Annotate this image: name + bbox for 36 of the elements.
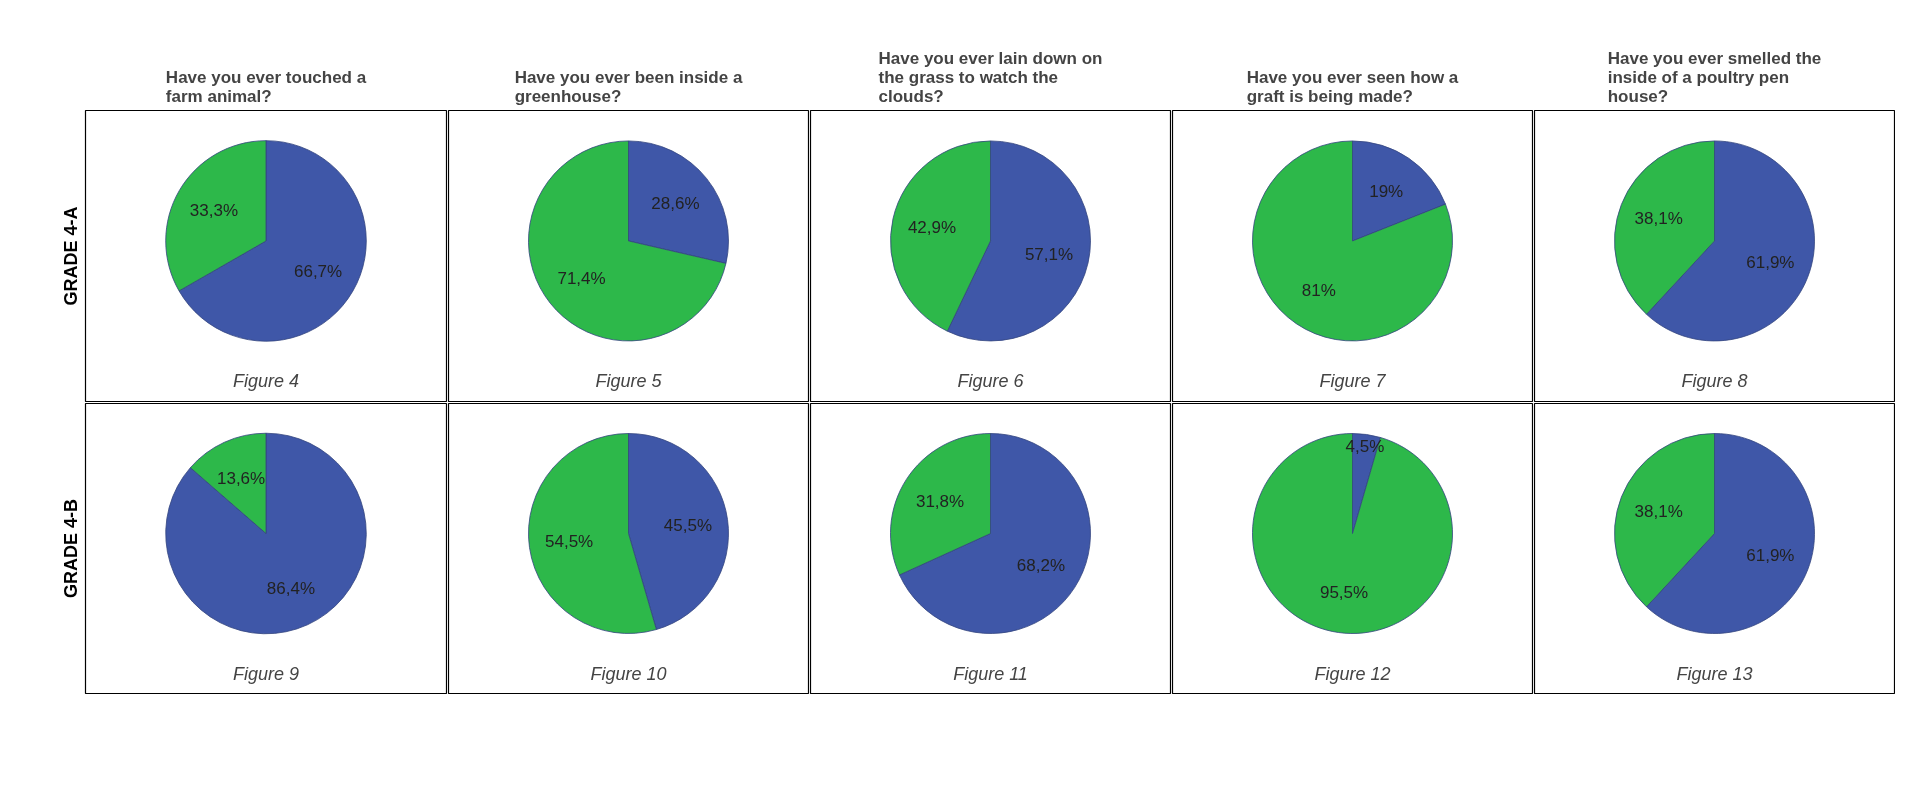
chart-title: Have you ever seen how a graft is being made? — [1246, 67, 1459, 106]
data-label: 54,5% — [545, 532, 594, 552]
data-label: 38,1% — [1634, 209, 1683, 229]
data-label: 86,4% — [266, 578, 316, 598]
data-label: 81% — [1301, 281, 1336, 301]
data-label: 61,9% — [1746, 253, 1795, 273]
data-label: 57,1% — [1024, 244, 1074, 264]
data-label: 61,9% — [1746, 545, 1795, 565]
text: GRADE 4-B — [60, 498, 81, 598]
caption: Figure 4 — [232, 371, 300, 392]
caption: Figure 13 — [1676, 663, 1753, 684]
caption: Figure 10 — [590, 663, 667, 684]
data-label: 68,2% — [1016, 556, 1066, 576]
caption: Figure 12 — [1314, 663, 1391, 684]
caption: Figure 8 — [1681, 371, 1748, 392]
data-label: 95,5% — [1319, 583, 1369, 603]
caption: Figure 11 — [953, 663, 1028, 684]
data-label: 45,5% — [663, 515, 712, 535]
caption: Figure 6 — [957, 371, 1025, 392]
data-label: 66,7% — [293, 261, 343, 281]
caption: Figure 9 — [232, 663, 300, 684]
data-label: 38,1% — [1634, 502, 1683, 522]
data-label: 33,3% — [189, 201, 239, 221]
data-label: 42,9% — [907, 218, 957, 238]
text: GRADE 4-A — [60, 206, 81, 306]
chart-title: Have you ever smelled the inside of a poultry pen house? — [1607, 48, 1822, 106]
data-label: 19% — [1369, 181, 1404, 201]
caption: Figure 5 — [595, 371, 663, 392]
data-label: 28,6% — [651, 193, 700, 213]
data-label: 71,4% — [557, 268, 606, 288]
data-label: 31,8% — [915, 491, 965, 511]
caption: Figure 7 — [1319, 371, 1387, 392]
chart-title: Have you ever lain down on the grass to watch the clouds? — [878, 48, 1103, 106]
chart-title: Have you ever been inside a greenhouse? — [514, 67, 743, 106]
chart-title: Have you ever touched a farm animal? — [165, 67, 367, 106]
data-label: 13,6% — [216, 469, 266, 489]
